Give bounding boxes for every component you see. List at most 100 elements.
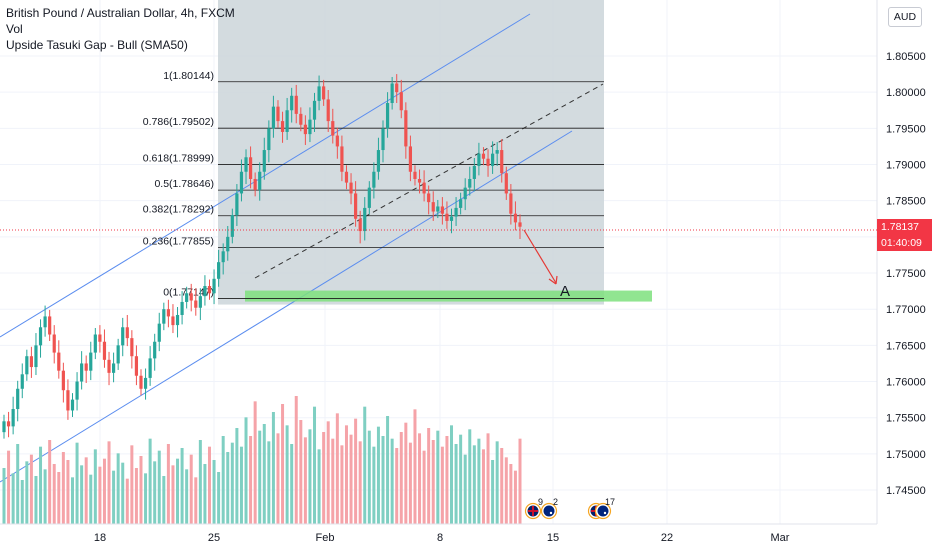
candle-body	[207, 286, 212, 294]
volume-bar	[162, 476, 166, 524]
time-tick-label: Feb	[316, 532, 335, 544]
candle-body	[189, 293, 193, 301]
au-event-icon-flag	[543, 505, 555, 517]
candle-body	[130, 338, 134, 357]
candle-body	[248, 157, 253, 179]
volume-bar	[239, 446, 243, 524]
candle-body	[381, 128, 385, 151]
volume-bar	[157, 450, 161, 524]
support-zone-rect	[245, 290, 652, 302]
volume-bar	[212, 460, 216, 524]
volume-bar	[431, 440, 435, 524]
candle-body	[276, 106, 280, 122]
candle-body	[463, 187, 467, 200]
volume-bar	[326, 421, 330, 524]
volume-bar	[253, 401, 257, 524]
projection-arrow	[523, 229, 558, 285]
candle-body	[143, 377, 148, 389]
fib-level-label: 0.382(1.78292)	[143, 204, 214, 216]
volume-bar	[34, 476, 38, 524]
candle-body	[29, 356, 33, 368]
candle-body	[468, 178, 472, 188]
au-event-icon-2-flag	[597, 505, 609, 517]
volume-bar	[244, 417, 248, 524]
candle-body	[84, 363, 88, 371]
candle-body	[518, 222, 522, 227]
channel-upper-line	[0, 13, 531, 338]
volume-bar	[271, 412, 275, 524]
volume-bar	[285, 425, 289, 524]
candle-body	[417, 178, 422, 183]
candle-body	[431, 202, 435, 212]
candle-body	[6, 421, 11, 427]
volume-bar	[217, 472, 221, 524]
currency-button[interactable]: AUD	[888, 7, 922, 27]
volume-bar	[504, 457, 508, 524]
volume-bar	[171, 465, 175, 524]
candle-body	[98, 334, 102, 342]
volume-bar	[372, 446, 376, 524]
candle-body	[38, 327, 43, 346]
au-event-icon-2-star	[603, 511, 607, 515]
time-tick-label: 8	[437, 532, 443, 544]
volume-bar	[116, 453, 120, 524]
candle-body	[212, 278, 216, 294]
candle-body	[500, 150, 504, 174]
volume-bar	[354, 418, 358, 524]
price-tick-label: 1.75000	[886, 449, 926, 461]
candle-body	[198, 296, 202, 308]
candle-body	[171, 316, 175, 326]
volume-bar	[313, 406, 317, 524]
candle-body	[230, 215, 234, 237]
volume-bar	[20, 480, 24, 524]
volume-bar	[107, 441, 111, 524]
candle-body	[139, 375, 143, 389]
candle-body	[61, 370, 65, 391]
candle-body	[408, 146, 413, 172]
candle-body	[349, 182, 353, 194]
volume-bar	[450, 425, 454, 524]
candle-body	[93, 334, 97, 353]
volume-bar	[84, 457, 88, 524]
volume-bar	[472, 445, 476, 524]
candle-body	[331, 121, 335, 136]
volume-bar	[317, 449, 321, 524]
volume-bar	[166, 444, 170, 524]
candle-body	[372, 171, 376, 188]
candle-body	[290, 95, 294, 111]
volume-bar	[463, 454, 467, 524]
volume-bar	[290, 444, 294, 524]
candle-body	[477, 153, 481, 166]
volume-bar	[427, 428, 431, 524]
candle-body	[116, 345, 120, 364]
volume-bar	[340, 445, 344, 524]
price-tick-label: 1.78500	[886, 196, 926, 208]
last-price-label: 1.78137	[877, 219, 932, 235]
candle-body	[395, 83, 399, 93]
volume-bar	[322, 432, 326, 524]
arrow-shaft	[523, 229, 557, 284]
candle-body	[153, 341, 157, 359]
candle-body	[203, 286, 207, 297]
au2-event-count: 17	[605, 497, 615, 507]
volume-bar	[16, 444, 20, 524]
candle-body	[509, 193, 513, 214]
volume-bar	[75, 442, 79, 524]
price-tick-label: 1.80500	[886, 51, 926, 63]
candle-body	[43, 316, 47, 328]
arrow-head	[548, 275, 558, 285]
candle-body	[481, 153, 486, 159]
candle-body	[107, 359, 111, 373]
fib-level-label: 1(1.80144)	[163, 70, 214, 82]
candle-body	[445, 213, 449, 221]
candle-body	[185, 293, 189, 302]
candle-body	[413, 171, 417, 179]
price-tick-label: 1.76000	[886, 377, 926, 389]
fib-level-label: 0(1.77147)	[163, 287, 214, 299]
volume-bar	[226, 452, 230, 524]
candle-body	[454, 207, 458, 217]
candle-body	[226, 236, 230, 252]
volume-bar	[481, 449, 485, 524]
volume-bar	[39, 446, 43, 524]
